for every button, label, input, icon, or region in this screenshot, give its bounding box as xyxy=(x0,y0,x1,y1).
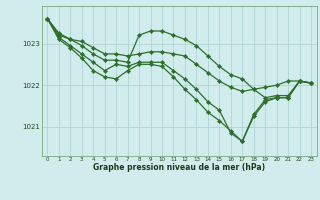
X-axis label: Graphe pression niveau de la mer (hPa): Graphe pression niveau de la mer (hPa) xyxy=(93,163,265,172)
